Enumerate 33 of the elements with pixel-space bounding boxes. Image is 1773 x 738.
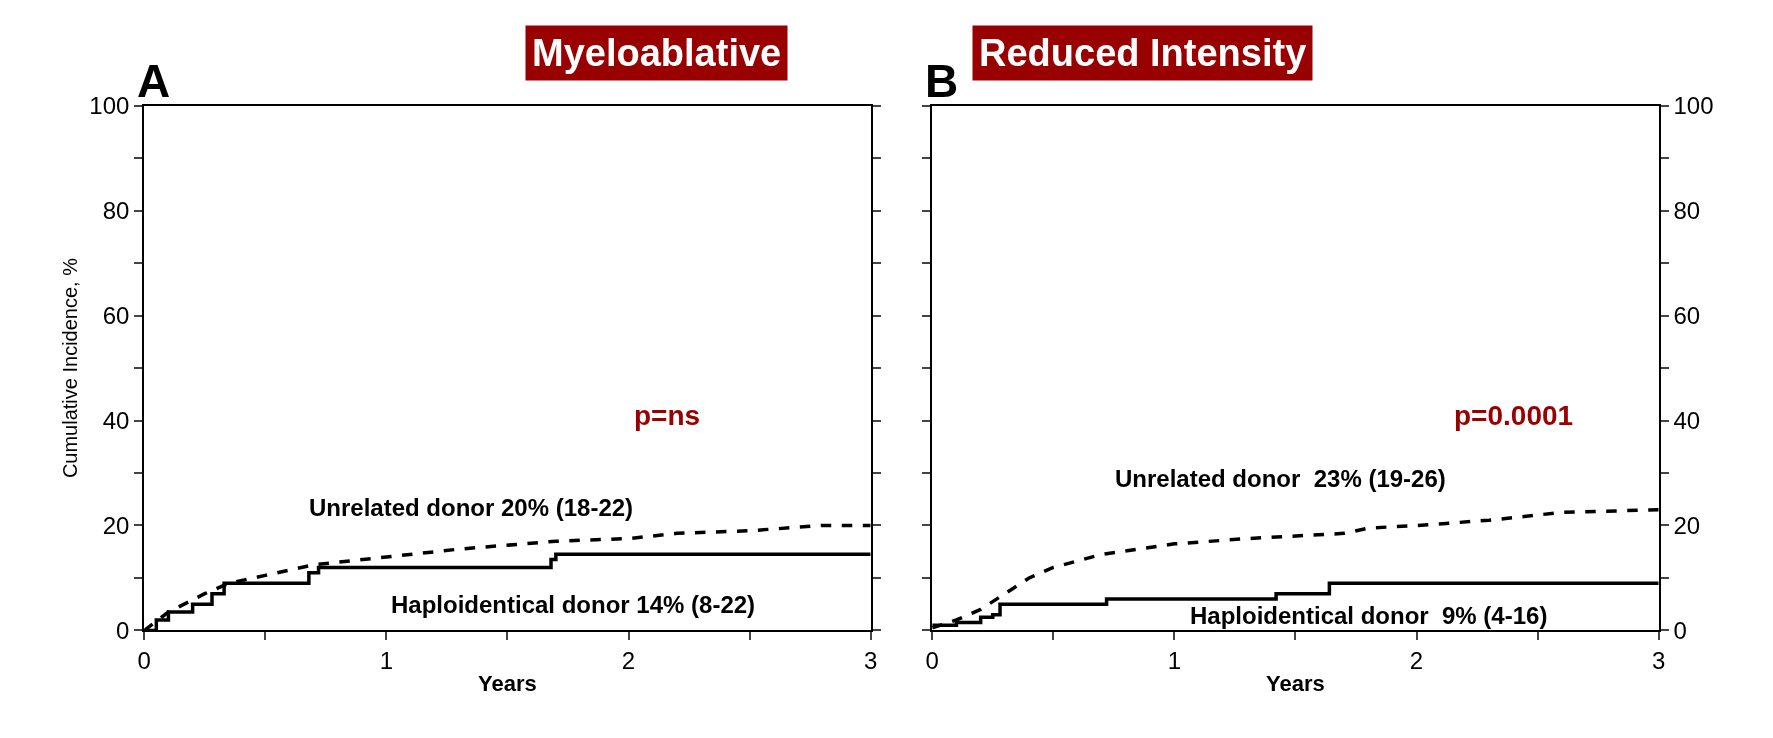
x-tick-label: 2 bbox=[621, 647, 636, 675]
y-tick-label: 60 bbox=[102, 302, 130, 330]
annotation: p=ns bbox=[634, 400, 701, 431]
annotation: Haploidentical donor 9% (4-16) bbox=[1190, 602, 1548, 629]
x-tick-label: 2 bbox=[1409, 647, 1424, 675]
x-tick-label: 0 bbox=[137, 647, 151, 675]
y-tick-label: 40 bbox=[1673, 406, 1701, 434]
x-tick-label: 3 bbox=[863, 647, 878, 675]
y-tick-label: 40 bbox=[102, 406, 130, 434]
y-tick-label: 20 bbox=[102, 511, 130, 539]
x-tick-label: 1 bbox=[1167, 647, 1182, 675]
annotation: Unrelated donor 20% (18-22) bbox=[309, 494, 634, 521]
x-axis-title: Years bbox=[1266, 670, 1325, 696]
y-tick-label: 100 bbox=[1673, 92, 1714, 120]
chart-title: Reduced Intensity bbox=[979, 32, 1307, 74]
y-tick-label: 100 bbox=[89, 92, 130, 120]
annotation: p=0.0001 bbox=[1454, 400, 1574, 431]
annotation: B bbox=[925, 55, 959, 107]
y-tick-label: 0 bbox=[1673, 616, 1687, 644]
y-tick-label: 80 bbox=[1673, 197, 1701, 225]
y-tick-label: 60 bbox=[1673, 302, 1701, 330]
y-tick-label: 20 bbox=[1673, 511, 1701, 539]
x-tick-label: 1 bbox=[379, 647, 394, 675]
x-tick-label: 3 bbox=[1652, 647, 1666, 675]
chart-title: Myeloablative bbox=[532, 32, 782, 74]
annotation: Haploidentical donor 14% (8-22) bbox=[391, 591, 756, 618]
y-axis-title: Cumulative Incidence, % bbox=[59, 257, 82, 479]
annotation: Unrelated donor 23% (19-26) bbox=[1115, 465, 1446, 492]
x-tick-label: 0 bbox=[925, 647, 939, 675]
y-tick-label: 80 bbox=[102, 197, 130, 225]
y-tick-label: 0 bbox=[116, 616, 130, 644]
annotation: A bbox=[137, 55, 171, 107]
x-axis-title: Years bbox=[478, 670, 537, 696]
